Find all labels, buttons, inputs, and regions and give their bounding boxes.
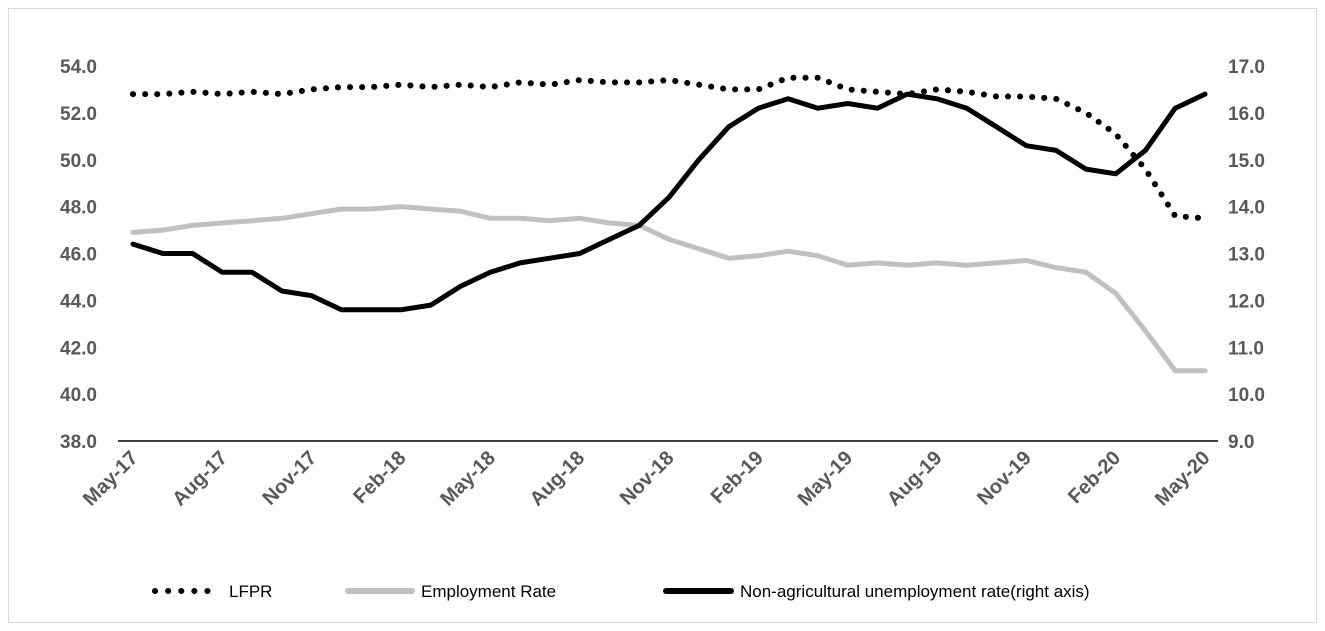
series-line-unemployment-rate <box>130 91 1208 313</box>
right-axis-tick-label: 12.0 <box>1228 291 1265 312</box>
x-axis: May-17 Aug-17 Nov-17 Feb-18 May-18 Aug-18 Nov-… <box>79 440 1218 511</box>
series-line-employment-rate <box>130 204 1208 374</box>
left-axis-tick-label: 52.0 <box>60 104 97 125</box>
legend-item: Non-agricultural unemployment rate(right… <box>663 582 1090 601</box>
left-axis-tick-label: 40.0 <box>60 385 97 406</box>
x-axis-tick-label: Feb-19 <box>707 447 768 508</box>
legend-label: LFPR <box>229 582 272 601</box>
right-axis-tick-label: 14.0 <box>1228 198 1265 219</box>
left-axis-tick-label: 54.0 <box>60 57 97 78</box>
x-axis-tick-label: Nov-17 <box>258 447 321 510</box>
x-axis-tick-label: Aug-18 <box>526 447 589 510</box>
right-y-axis: 9.0 10.0 11.0 12.0 13.0 14.0 15.0 16.0 17.0 <box>1228 57 1265 453</box>
left-axis-tick-label: 50.0 <box>60 151 97 172</box>
left-axis-tick-label: 46.0 <box>60 245 97 266</box>
x-axis-tick-label: May-19 <box>794 447 858 511</box>
left-axis-tick-label: 48.0 <box>60 198 97 219</box>
x-axis-tick-label: Nov-18 <box>616 447 679 510</box>
right-axis-tick-label: 9.0 <box>1228 432 1254 453</box>
right-axis-tick-label: 17.0 <box>1228 57 1265 78</box>
legend: LFPR Employment Rate Non-agricultural unem… <box>152 582 1090 601</box>
left-axis-tick-label: 44.0 <box>60 291 97 312</box>
right-axis-tick-label: 15.0 <box>1228 151 1265 172</box>
x-axis-tick-label: May-18 <box>436 447 500 511</box>
x-axis-tick-label: Aug-17 <box>168 447 231 510</box>
right-axis-tick-label: 13.0 <box>1228 245 1265 266</box>
left-axis-tick-label: 42.0 <box>60 338 97 359</box>
legend-label: Employment Rate <box>421 582 556 601</box>
x-axis-tick-label: May-20 <box>1151 447 1215 511</box>
legend-item: Employment Rate <box>345 582 556 601</box>
x-axis-tick-label: May-17 <box>79 447 143 511</box>
x-axis-tick-label: Nov-19 <box>973 447 1036 510</box>
right-axis-tick-label: 11.0 <box>1228 338 1264 359</box>
x-axis-tick-label: Aug-19 <box>883 447 946 510</box>
legend-label: Non-agricultural unemployment rate(right… <box>740 582 1090 601</box>
right-axis-tick-label: 16.0 <box>1228 104 1265 125</box>
right-axis-tick-label: 10.0 <box>1228 385 1265 406</box>
series-line-lfpr <box>130 74 1208 222</box>
x-axis-tick-label: Feb-20 <box>1064 447 1125 508</box>
left-y-axis: 38.0 40.0 42.0 44.0 46.0 48.0 50.0 52.0 54.0 <box>60 57 97 453</box>
x-axis-tick-label: Feb-18 <box>349 447 410 508</box>
chart-frame <box>8 8 1317 623</box>
left-axis-tick-label: 38.0 <box>60 432 97 453</box>
legend-item: LFPR <box>152 582 272 601</box>
series-layer <box>130 74 1208 374</box>
